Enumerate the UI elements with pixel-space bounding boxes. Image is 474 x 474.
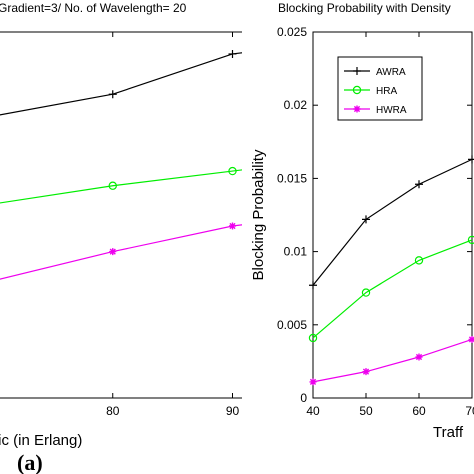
left-series-1-point	[108, 181, 117, 190]
figure-caption: (a)	[17, 450, 43, 474]
right-y-tick-label: 0.01	[284, 245, 308, 259]
right-legend-label: HWRA	[376, 105, 407, 116]
right-series-1-point	[467, 235, 474, 245]
left-chart-title: Gradient=3/ No. of Wavelength= 20	[0, 1, 187, 15]
right-chart: Blocking Probability with Density 40 50 60…	[242, 0, 474, 474]
left-series-0-point	[228, 49, 237, 58]
right-chart-title: Blocking Probability with Density	[278, 1, 451, 15]
right-legend-marker	[353, 67, 361, 75]
right-series-1-line	[312, 239, 473, 339]
right-x-tick-label: 70	[465, 404, 474, 418]
right-y-tick-label: 0.02	[284, 98, 308, 112]
right-legend-label: AWRA	[376, 67, 406, 78]
right-x-tick-label: 40	[306, 404, 320, 418]
right-series-1-point	[414, 256, 424, 265]
right-y-axis-label: Blocking Probability	[250, 149, 267, 280]
left-series-2-point	[109, 248, 117, 256]
right-series-0-point	[309, 281, 317, 290]
left-series-2-point	[229, 222, 236, 230]
right-legend-marker	[352, 85, 362, 95]
left-x-axis-label: fic (in Erlang)	[0, 432, 82, 449]
right-series-1-point	[361, 288, 371, 297]
right-y-tick-label: 0.015	[277, 171, 307, 185]
left-series-1-point	[228, 166, 237, 176]
right-series-2-point	[468, 335, 474, 343]
right-plot: 40 50 60 70 0 0.005 0.01 0.015 0.02 0.025 AWRA HRA H…	[277, 25, 474, 418]
left-x-tick-label: 80	[106, 404, 120, 418]
right-legend-label: HRA	[376, 86, 397, 97]
right-x-tick-label: 50	[359, 404, 373, 418]
right-series-2-line	[312, 338, 473, 383]
right-series-0-point	[468, 155, 474, 164]
left-series-0-point	[108, 90, 117, 99]
right-series-1-point	[308, 333, 318, 343]
right-legend: AWRA HRA HWRA	[337, 56, 423, 121]
right-series-0-point	[415, 180, 423, 189]
right-y-tick-label: 0	[300, 391, 307, 405]
right-series-0-point	[362, 215, 370, 224]
right-legend-marker	[353, 105, 361, 113]
right-x-tick-label: 60	[412, 404, 426, 418]
right-axes-frame	[312, 31, 473, 399]
right-series-2-point	[415, 353, 423, 361]
right-y-tick-label: 0.025	[277, 25, 307, 39]
right-series-2-point	[309, 378, 317, 386]
right-series-0-line	[312, 158, 473, 286]
right-series-2-point	[362, 368, 370, 376]
right-x-axis-label: Traff	[433, 424, 464, 441]
right-y-tick-label: 0.005	[277, 318, 307, 332]
left-x-tick-label: 90	[226, 404, 240, 418]
